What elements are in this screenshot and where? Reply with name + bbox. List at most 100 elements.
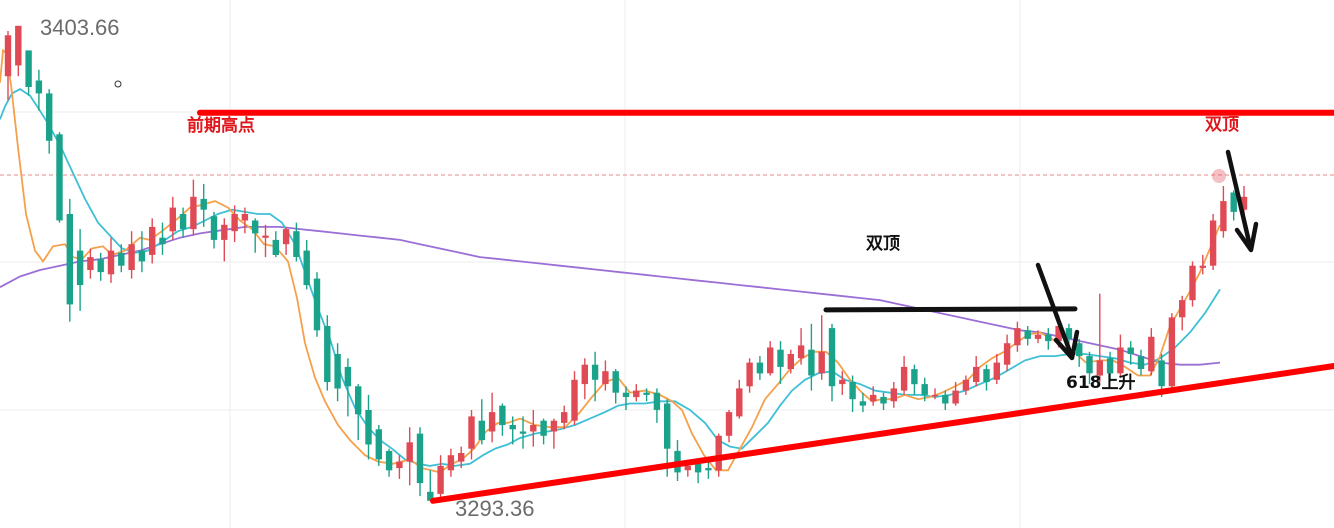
candle <box>633 384 640 402</box>
candle <box>293 222 300 262</box>
candle-body <box>478 420 485 441</box>
candle <box>993 354 1000 385</box>
candle-body <box>900 366 908 391</box>
candle <box>787 349 794 374</box>
candle-body <box>1148 336 1155 372</box>
candle <box>1045 328 1052 350</box>
candle <box>406 427 413 486</box>
candle <box>900 356 908 395</box>
candle <box>149 218 156 264</box>
candle-body <box>190 196 197 230</box>
candle-body <box>303 250 310 286</box>
candle <box>437 455 444 499</box>
candle-body <box>993 362 1000 380</box>
candle <box>25 50 32 96</box>
candle <box>159 222 166 255</box>
candle-body <box>684 465 691 471</box>
candle <box>1117 334 1124 378</box>
candle <box>447 448 455 477</box>
candle-body <box>767 347 774 374</box>
candle <box>725 410 733 443</box>
candle-body <box>664 403 671 449</box>
candle <box>931 388 939 400</box>
candle-body <box>808 349 815 376</box>
candle-body <box>550 420 558 432</box>
prior-high-label: 前期高点 <box>187 115 255 136</box>
candle <box>241 207 249 234</box>
candle-body <box>35 80 43 94</box>
double-top-right-label: 双顶 <box>1205 115 1239 135</box>
candle-body <box>272 239 279 255</box>
candle-body <box>643 392 650 395</box>
candle <box>1034 330 1042 344</box>
candle <box>612 369 619 404</box>
candle-body <box>293 231 300 257</box>
candle <box>1137 349 1145 376</box>
candle <box>1024 326 1031 346</box>
candle <box>1220 186 1227 238</box>
candle-body <box>1076 343 1083 357</box>
candle-body <box>983 369 990 382</box>
candle <box>530 410 537 447</box>
candle-body <box>540 420 547 436</box>
candle <box>478 399 485 445</box>
candle-body <box>76 250 84 286</box>
candle <box>561 405 568 430</box>
candle-body <box>694 463 702 473</box>
candle-body <box>777 349 784 367</box>
candle <box>46 89 53 154</box>
candle-body <box>571 379 578 421</box>
candle <box>1168 313 1176 389</box>
candle-body <box>1024 330 1031 339</box>
candle-body <box>1220 201 1227 232</box>
candle-body <box>1065 328 1073 339</box>
double-top-line <box>823 306 1078 313</box>
candle <box>550 418 558 449</box>
candle <box>1076 338 1083 367</box>
candle-body <box>396 461 403 469</box>
candle-body <box>633 390 640 398</box>
candle-body <box>1055 326 1062 342</box>
candle-body <box>46 93 53 141</box>
candle <box>488 392 496 443</box>
candle-body <box>1086 356 1093 374</box>
candle <box>890 382 897 408</box>
candle-body <box>406 442 413 462</box>
candle-body <box>1117 347 1124 374</box>
ma60-line <box>0 226 1221 366</box>
candle <box>870 386 877 406</box>
candle-body <box>921 384 928 395</box>
candle <box>324 315 331 391</box>
candle <box>375 425 382 466</box>
annotation-overlays <box>114 80 1334 504</box>
candle <box>540 418 547 445</box>
candle-body <box>437 465 444 494</box>
candle <box>1014 321 1021 352</box>
candle-body <box>890 388 897 402</box>
candle-body <box>97 259 104 273</box>
candle-body <box>344 366 352 387</box>
candle <box>571 371 578 425</box>
candle-body <box>1209 220 1217 266</box>
candle-body <box>725 412 733 436</box>
candle-body <box>1168 317 1176 387</box>
candle <box>1148 328 1155 376</box>
candle-body <box>942 394 949 404</box>
candle-body <box>87 257 94 270</box>
ma5-line <box>0 48 1221 474</box>
low-price-label: 3293.36 <box>455 496 535 521</box>
candle <box>849 375 856 413</box>
candle-body <box>870 394 877 402</box>
candle <box>210 211 218 249</box>
candle <box>416 427 424 497</box>
candle <box>839 371 846 395</box>
candle-body <box>458 453 465 462</box>
high-price-label: 3403.66 <box>40 15 120 40</box>
candle-body <box>911 369 918 385</box>
candle <box>169 196 176 240</box>
candle <box>1230 190 1237 221</box>
candle <box>468 410 475 460</box>
candle <box>808 323 815 391</box>
candle-body <box>282 229 290 245</box>
candle-body <box>602 371 609 385</box>
